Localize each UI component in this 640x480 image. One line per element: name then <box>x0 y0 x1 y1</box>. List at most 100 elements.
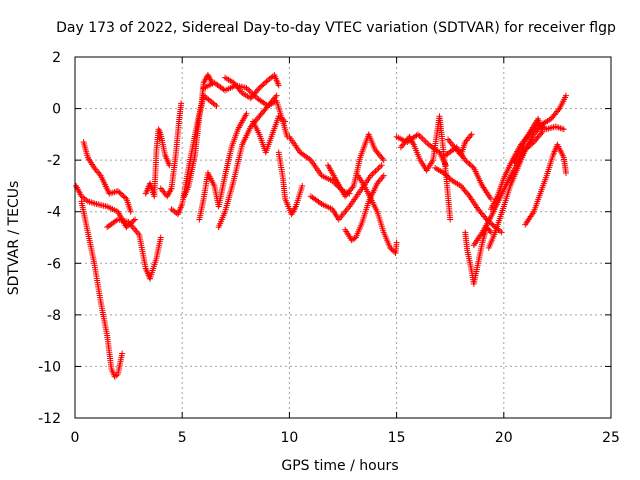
chart-title: Day 173 of 2022, Sidereal Day-to-day VTE… <box>56 20 616 36</box>
data-point <box>262 79 269 86</box>
data-point <box>469 163 476 170</box>
data-point <box>114 188 121 195</box>
data-point <box>482 214 489 221</box>
data-point <box>555 107 562 114</box>
data-point <box>562 92 569 99</box>
data-point <box>282 118 289 125</box>
data-point <box>445 173 452 180</box>
series-sat-l <box>222 72 282 102</box>
data-point <box>122 194 129 201</box>
y-tick-label: -4 <box>47 205 61 221</box>
data-point <box>259 82 266 89</box>
data-point <box>379 155 386 162</box>
y-axis-label: SDTVAR / TECUs <box>6 181 22 296</box>
x-tick-label: 15 <box>388 430 406 446</box>
data-point <box>489 221 496 228</box>
series-sat-b <box>80 139 134 215</box>
data-point <box>393 239 400 246</box>
data-point <box>120 193 127 200</box>
data-point <box>440 170 447 177</box>
data-point <box>462 157 469 164</box>
data-point <box>442 171 449 178</box>
x-axis-label: GPS time / hours <box>281 458 398 474</box>
data-point <box>256 84 263 91</box>
data-point <box>465 191 472 198</box>
series-sat-ad <box>522 141 569 228</box>
data-point <box>117 190 124 197</box>
data-point <box>132 216 139 223</box>
y-tick-label: 0 <box>52 102 61 118</box>
y-tick-label: -2 <box>47 153 61 169</box>
data-point <box>380 157 387 164</box>
data-point <box>166 162 173 169</box>
series-sat-s <box>355 172 400 256</box>
series-sat-ac <box>511 115 546 166</box>
data-point <box>378 162 385 169</box>
x-tick-label: 20 <box>495 430 513 446</box>
series-sat-q <box>324 131 387 200</box>
data-point <box>123 224 130 231</box>
data-point <box>273 92 280 99</box>
data-point <box>349 184 356 191</box>
data-point <box>560 126 567 133</box>
data-point <box>116 189 123 196</box>
y-tick-label: 2 <box>52 50 61 66</box>
y-tick-label: -6 <box>47 256 61 272</box>
data-point <box>486 228 493 235</box>
data-point <box>299 182 306 189</box>
data-point <box>465 159 472 166</box>
data-point <box>260 81 267 88</box>
data-point <box>119 191 126 198</box>
series-sat-f <box>157 100 185 200</box>
series-sat-e <box>142 126 173 200</box>
axis-ticks: 0 5 10 15 20 25 -12 -10 -8 -6 -4 -2 0 2 <box>38 50 620 446</box>
series-sat-j <box>215 92 280 231</box>
series-sat-ab <box>487 121 567 213</box>
x-tick-label: 10 <box>280 430 298 446</box>
data-point <box>213 102 220 109</box>
data-point <box>498 229 505 236</box>
data-point <box>446 175 453 182</box>
data-point <box>119 350 126 357</box>
data-point <box>487 195 494 202</box>
data-point <box>468 131 475 138</box>
x-tick-label: 0 <box>71 430 80 446</box>
series-sat-x <box>445 131 475 158</box>
data-point <box>157 234 164 241</box>
x-tick-label: 5 <box>178 430 187 446</box>
series-sat-p <box>307 162 385 223</box>
series-sat-m <box>249 113 289 156</box>
series-sat-c <box>78 198 126 380</box>
data-point <box>178 100 185 107</box>
data-point <box>257 83 264 90</box>
data-point <box>467 162 474 169</box>
series-sat-i <box>196 110 250 223</box>
data-point <box>443 172 450 179</box>
data-point <box>275 82 282 89</box>
series-sat-d <box>104 216 164 282</box>
data-point <box>238 88 245 95</box>
data-point <box>562 170 569 177</box>
data-point <box>538 130 545 137</box>
series-sat-h <box>181 92 220 200</box>
data-point <box>447 176 454 183</box>
plot-frame <box>74 56 612 419</box>
data-point <box>243 110 250 117</box>
y-tick-label: -8 <box>47 308 61 324</box>
data-point <box>263 78 270 85</box>
series-sat-n <box>275 149 306 218</box>
data-point <box>380 172 387 179</box>
data-point <box>255 86 262 93</box>
data-point <box>387 244 394 251</box>
data-point <box>539 128 546 135</box>
series-sat-k <box>200 79 291 140</box>
y-tick-label: -12 <box>38 411 61 427</box>
data-point <box>447 216 454 223</box>
data-point <box>463 158 470 165</box>
data-point <box>389 247 396 254</box>
x-tick-label: 25 <box>602 430 620 446</box>
y-tick-label: -10 <box>38 359 61 375</box>
data-point <box>466 161 473 168</box>
